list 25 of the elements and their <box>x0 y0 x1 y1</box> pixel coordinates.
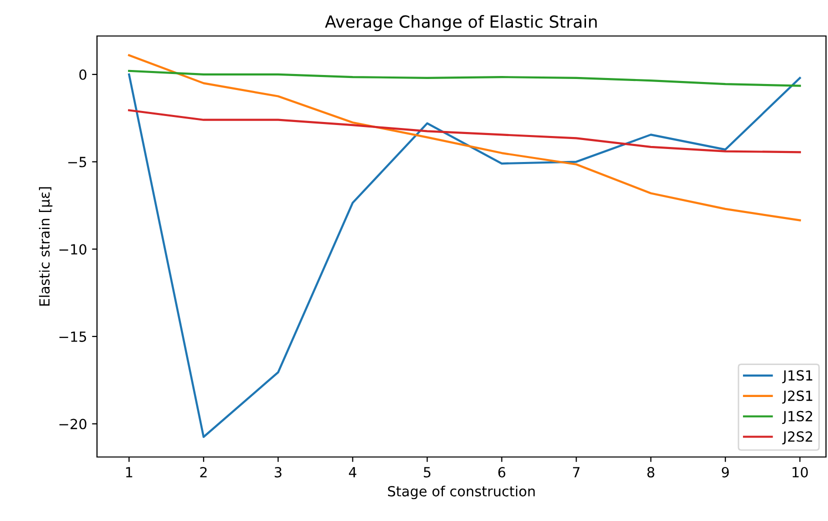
x-tick-label: 4 <box>348 467 356 478</box>
y-axis-title: Elastic strain [με] <box>38 187 52 306</box>
x-tick-label: 3 <box>274 466 282 478</box>
legend-label: J1S1 <box>782 370 812 384</box>
y-tick-label: −5 <box>68 156 86 168</box>
x-tick-label: 6 <box>498 466 506 478</box>
legend-label: J1S2 <box>782 410 812 424</box>
y-tick-label: −15 <box>59 332 86 342</box>
legend-label: J2S2 <box>782 431 812 444</box>
x-tick-label: 7 <box>573 467 580 478</box>
y-tick-label: 0 <box>79 69 86 80</box>
x-tick-label: 10 <box>792 466 808 478</box>
line-series <box>128 109 801 154</box>
x-axis-title: Stage of construction <box>388 486 535 500</box>
y-tick-label: −10 <box>59 244 86 255</box>
x-tick-label: 1 <box>126 467 132 478</box>
y-tick-label: −20 <box>59 418 86 430</box>
chart-title: Average Change of Elastic Strain <box>324 15 597 32</box>
legend-label: J2S1 <box>782 390 812 404</box>
x-tick-label: 2 <box>200 466 207 478</box>
line-series <box>128 70 801 87</box>
line-series <box>128 54 801 222</box>
x-tick-label: 5 <box>424 467 430 478</box>
x-tick-label: 9 <box>722 466 729 478</box>
x-tick-label: 8 <box>647 466 654 478</box>
